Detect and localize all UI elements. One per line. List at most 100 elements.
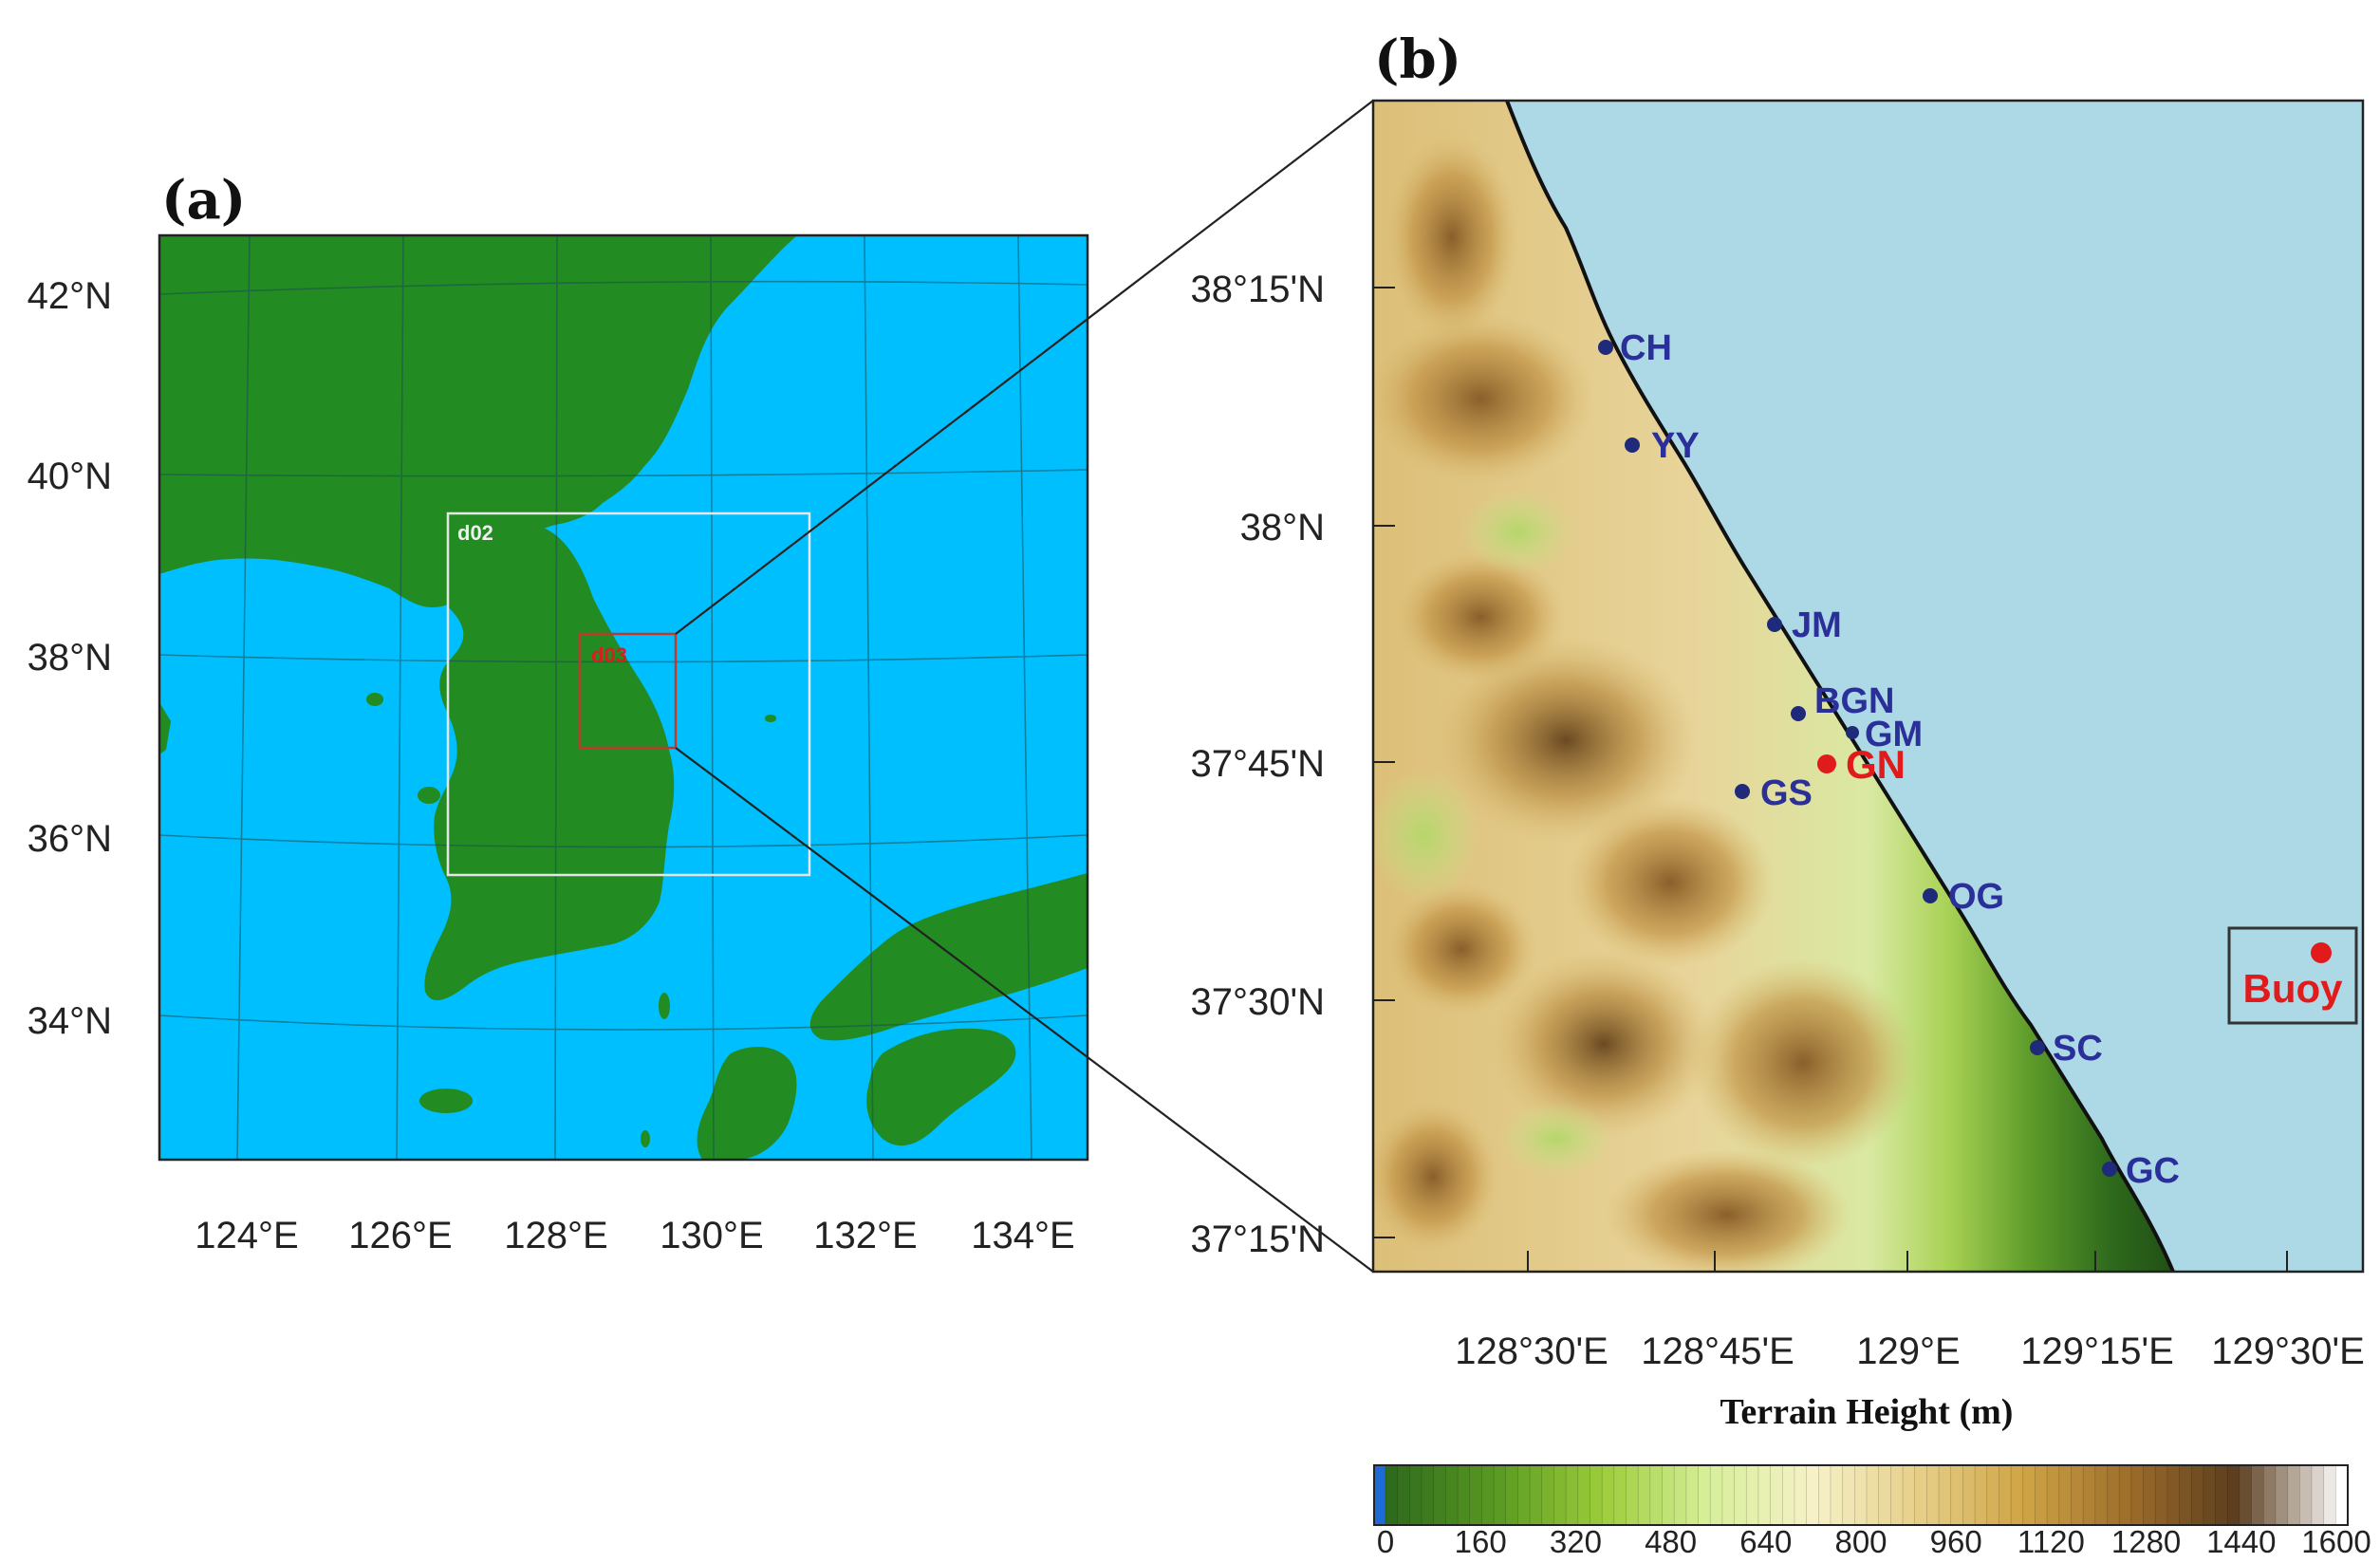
colorbar-bin — [2311, 1464, 2325, 1526]
colorbar-tick-label: 1440 — [2206, 1524, 2276, 1559]
colorbar-bin — [1986, 1464, 2000, 1526]
lat-tick: 37°15'N — [1190, 1219, 1325, 1260]
colorbar-bin — [1806, 1464, 1820, 1526]
colorbar-bin — [2107, 1464, 2121, 1526]
colorbar-bin — [2275, 1464, 2289, 1526]
colorbar-bin — [1974, 1464, 1988, 1526]
colorbar-bin — [2226, 1464, 2241, 1526]
colorbar-title: Terrain Height (m) — [1720, 1392, 2014, 1432]
colorbar-tick-label: 1120 — [2017, 1524, 2085, 1559]
colorbar-bin — [1890, 1464, 1904, 1526]
domain-d03-label: d03 — [591, 643, 627, 667]
colorbar-bin — [2262, 1464, 2277, 1526]
colorbar-bin — [1565, 1464, 1579, 1526]
colorbar-bin — [2287, 1464, 2301, 1526]
colorbar-bin — [1866, 1464, 1880, 1526]
panel-b-label: (b) — [1374, 28, 1461, 91]
colorbar-bin — [1950, 1464, 1964, 1526]
island — [366, 693, 383, 706]
colorbar-bin — [1577, 1464, 1591, 1526]
colorbar-bin — [1745, 1464, 1759, 1526]
colorbar-bin — [1409, 1464, 1422, 1526]
colorbar-bin — [2118, 1464, 2132, 1526]
colorbar-bin — [1469, 1464, 1483, 1526]
colorbar-bin — [2179, 1464, 2193, 1526]
colorbar-bin — [2239, 1464, 2253, 1526]
jeju-island — [419, 1089, 473, 1113]
station-CH-dot — [1598, 340, 1613, 355]
station-GN-dot — [1817, 754, 1836, 773]
panel-b-lat-ticks: 38°15'N 38°N 37°45'N 37°30'N 37°15'N — [1190, 269, 1325, 1260]
lon-tick: 129°E — [1856, 1330, 1960, 1372]
colorbar-bin — [1505, 1464, 1519, 1526]
station-YY-label: YY — [1651, 426, 1700, 466]
lat-tick: 37°30'N — [1190, 981, 1325, 1023]
station-BGN-dot — [1791, 706, 1806, 721]
china-coast — [159, 702, 171, 754]
lat-tick: 36°N — [28, 818, 112, 860]
station-GC-dot — [2102, 1162, 2117, 1177]
colorbar-bin — [1794, 1464, 1808, 1526]
colorbar-bin — [2022, 1464, 2036, 1526]
colorbar-tick-label: 640 — [1739, 1524, 1792, 1559]
station-GS-label: GS — [1760, 773, 1813, 813]
island — [641, 1130, 650, 1147]
mainland-landmass — [159, 235, 797, 607]
colorbar-bin — [1770, 1464, 1784, 1526]
terrain-highlands — [1373, 133, 1917, 1272]
colorbar-bin — [1529, 1464, 1543, 1526]
station-JM-label: JM — [1792, 605, 1842, 645]
colorbar-bin — [1457, 1464, 1471, 1526]
lat-tick: 42°N — [28, 275, 112, 317]
lon-tick: 124°E — [195, 1215, 298, 1256]
island — [418, 787, 440, 804]
colorbar-bin — [1842, 1464, 1856, 1526]
zoom-line-bottom — [675, 747, 1374, 1273]
station-GC-label: GC — [2126, 1151, 2180, 1191]
colorbar-bin — [2071, 1464, 2085, 1526]
station-SC-label: SC — [2053, 1029, 2103, 1069]
colorbar-bin — [2046, 1464, 2060, 1526]
buoy-dot — [2311, 942, 2332, 963]
colorbar-bin — [2082, 1464, 2096, 1526]
colorbar-bin — [1637, 1464, 1651, 1526]
colorbar-bin — [1914, 1464, 1928, 1526]
colorbar-bin — [1999, 1464, 2013, 1526]
lat-tick: 38°15'N — [1190, 269, 1325, 310]
colorbar-tick-label: 1280 — [2111, 1524, 2181, 1559]
colorbar-bin — [1962, 1464, 1976, 1526]
colorbar-bin — [1445, 1464, 1459, 1526]
colorbar-bin — [1553, 1464, 1568, 1526]
island — [659, 993, 670, 1019]
lat-tick: 38°N — [1240, 507, 1325, 549]
domain-d02-label: d02 — [457, 521, 493, 545]
colorbar-bin — [1601, 1464, 1615, 1526]
colorbar-bin — [2143, 1464, 2157, 1526]
colorbar-bin — [1902, 1464, 1916, 1526]
lon-tick: 134°E — [971, 1215, 1074, 1256]
station-YY-dot — [1625, 437, 1640, 453]
colorbar-tick-label: 800 — [1834, 1524, 1887, 1559]
buoy-label: Buoy — [2243, 966, 2344, 1011]
colorbar-bin — [1421, 1464, 1435, 1526]
colorbar-bin — [1854, 1464, 1868, 1526]
station-SC-dot — [2030, 1040, 2045, 1055]
colorbar-tick-label: 960 — [1930, 1524, 1982, 1559]
panel-b-frame — [1371, 99, 2365, 1274]
colorbar-frame — [1373, 1464, 2349, 1526]
panel-a-frame — [158, 233, 1089, 1162]
colorbar-bin — [1878, 1464, 1892, 1526]
colorbar-bin — [1541, 1464, 1555, 1526]
colorbar-bin — [1374, 1465, 1385, 1525]
colorbar-bin — [1698, 1464, 1712, 1526]
japan-shikoku — [866, 1028, 1016, 1146]
colorbar-bin — [2251, 1464, 2265, 1526]
colorbar-bin — [1385, 1464, 1399, 1526]
colorbar-bin — [1781, 1464, 1795, 1526]
colorbar-bin — [2010, 1464, 2024, 1526]
graticule — [159, 235, 1088, 1160]
panel-b-lon-ticks: 128°30'E 128°45'E 129°E 129°15'E 129°30'… — [1455, 1330, 2365, 1372]
colorbar-bin — [2058, 1464, 2073, 1526]
panel-b-map — [1373, 101, 2363, 1272]
colorbar-ticks: 0 160 320 480 640 800 960 1120 1280 1440 1600 — [1377, 1524, 2371, 1559]
